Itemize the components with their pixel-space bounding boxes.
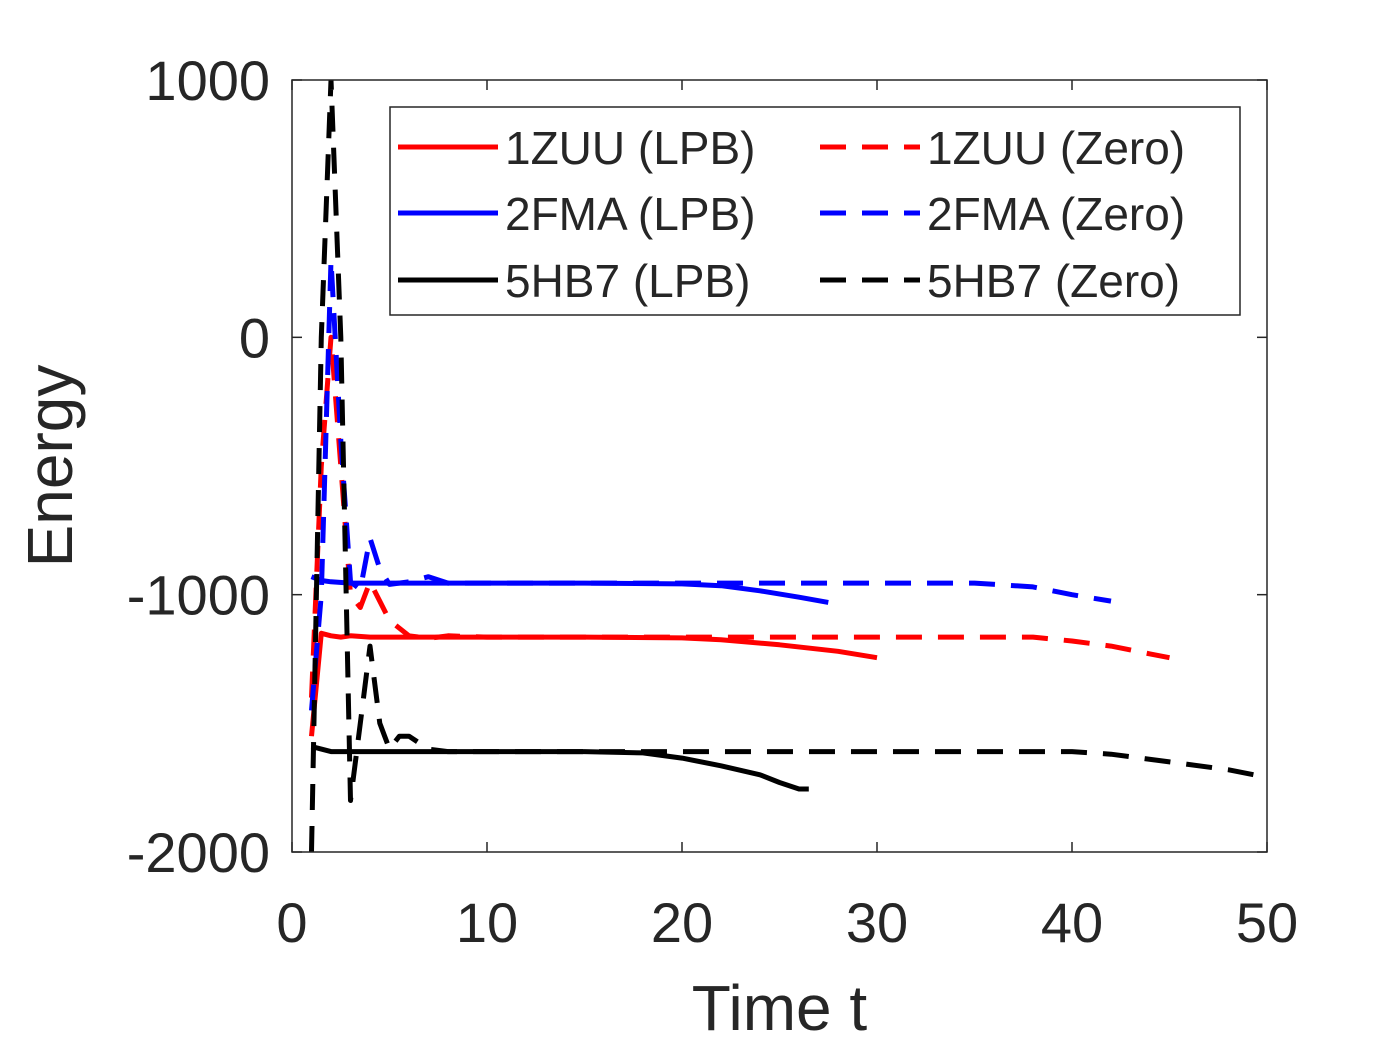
series-layer <box>309 80 1267 852</box>
axes-box <box>291 79 1268 853</box>
series-line-5hb7-zero <box>309 80 1267 852</box>
series-line-2fma-lpb <box>310 574 829 605</box>
x-tick-label: 30 <box>846 891 908 954</box>
legend-label-5hb7-lpb: 5HB7 (LPB) <box>505 255 750 307</box>
y-tick-label: 1000 <box>145 49 270 112</box>
legend-box <box>389 106 1241 316</box>
tick-layer: 0 10 20 30 40 50 -2000 -1000 0 1000 <box>127 49 1298 954</box>
x-tick-label: 0 <box>276 891 307 954</box>
legend-label-1zuu-zero: 1ZUU (Zero) <box>927 122 1185 174</box>
legend-label-5hb7-zero: 5HB7 (Zero) <box>927 255 1180 307</box>
x-axis-label: Time t <box>692 972 868 1044</box>
x-tick-label: 50 <box>1236 891 1298 954</box>
y-axis-label: Energy <box>14 365 86 568</box>
y-tick-label: 0 <box>239 306 270 369</box>
x-tick-label: 10 <box>456 891 518 954</box>
legend-label-1zuu-lpb: 1ZUU (LPB) <box>505 122 755 174</box>
legend-label-2fma-lpb: 2FMA (LPB) <box>505 188 756 240</box>
legend-label-2fma-zero: 2FMA (Zero) <box>927 188 1185 240</box>
x-tick-label: 40 <box>1041 891 1103 954</box>
x-tick-label: 20 <box>651 891 713 954</box>
legend: 1ZUU (LPB) 1ZUU (Zero) 2FMA (LPB) 2FMA (Zer… <box>389 106 1241 316</box>
y-tick-label: -2000 <box>127 821 270 884</box>
y-tick-label: -1000 <box>127 564 270 627</box>
